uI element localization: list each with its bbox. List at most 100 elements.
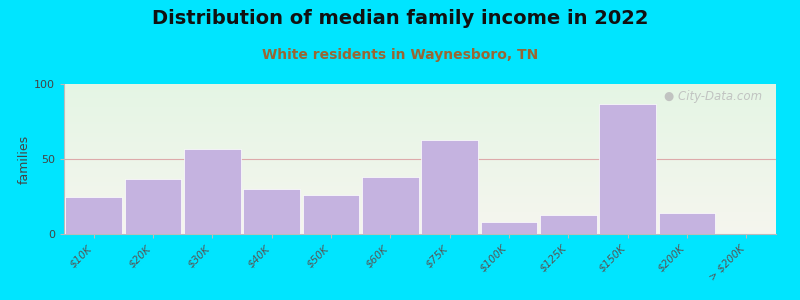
Bar [64, 111, 776, 112]
Bar [64, 172, 776, 173]
Bar [64, 104, 776, 105]
Bar [64, 135, 776, 136]
Bar [64, 138, 776, 139]
Bar [64, 93, 776, 94]
Bar [64, 165, 776, 166]
Bar [64, 114, 776, 115]
Bar [64, 102, 776, 103]
Bar [64, 137, 776, 138]
Bar [64, 215, 776, 216]
Bar [64, 142, 776, 143]
Bar [64, 117, 776, 118]
Bar [64, 141, 776, 142]
Bar [64, 229, 776, 230]
Bar [64, 182, 776, 183]
Bar [64, 233, 776, 234]
Bar [66, 196, 122, 234]
Bar [64, 198, 776, 199]
Bar [64, 177, 776, 178]
Bar [64, 157, 776, 158]
Bar [64, 118, 776, 119]
Bar [64, 159, 776, 160]
Bar [64, 86, 776, 87]
Bar [64, 168, 776, 169]
Bar [64, 158, 776, 159]
Bar [64, 144, 776, 145]
Bar [64, 170, 776, 171]
Bar [64, 100, 776, 101]
Text: ● City-Data.com: ● City-Data.com [664, 90, 762, 103]
Bar [64, 109, 776, 110]
Bar [422, 140, 478, 234]
Bar [64, 113, 776, 114]
Bar [64, 126, 776, 127]
Bar [64, 179, 776, 180]
Bar [64, 222, 776, 223]
Bar [64, 88, 776, 89]
Bar [64, 99, 776, 100]
Bar [64, 214, 776, 215]
Bar [64, 155, 776, 156]
Bar [64, 95, 776, 96]
Bar [540, 214, 597, 234]
Bar [64, 219, 776, 220]
Bar [64, 140, 776, 141]
Bar [64, 209, 776, 210]
Bar [64, 160, 776, 161]
Bar [64, 189, 776, 190]
Bar [125, 178, 181, 234]
Bar [64, 226, 776, 227]
Bar [64, 200, 776, 201]
Bar [64, 87, 776, 88]
Bar [64, 206, 776, 207]
Bar [64, 85, 776, 86]
Bar [64, 89, 776, 90]
Bar [64, 169, 776, 170]
Bar [64, 119, 776, 120]
Bar [64, 217, 776, 218]
Bar [64, 207, 776, 208]
Bar [64, 192, 776, 193]
Bar [481, 222, 537, 234]
Bar [64, 162, 776, 163]
Bar [64, 160, 776, 161]
Bar [64, 210, 776, 211]
Bar [362, 177, 418, 234]
Bar [64, 112, 776, 113]
Bar [64, 174, 776, 175]
Bar [64, 161, 776, 162]
Y-axis label: families: families [18, 134, 31, 184]
Bar [64, 153, 776, 154]
Bar [64, 98, 776, 99]
Bar [64, 110, 776, 111]
Bar [64, 173, 776, 174]
Bar [64, 166, 776, 167]
Bar [64, 122, 776, 123]
Bar [64, 147, 776, 148]
Bar [64, 151, 776, 152]
Bar [64, 224, 776, 225]
Bar [64, 212, 776, 213]
Bar [64, 115, 776, 116]
Text: White residents in Waynesboro, TN: White residents in Waynesboro, TN [262, 48, 538, 62]
Bar [64, 197, 776, 198]
Bar [64, 123, 776, 124]
Bar [64, 178, 776, 179]
Bar [64, 106, 776, 107]
Bar [64, 146, 776, 147]
Bar [64, 148, 776, 149]
Bar [64, 171, 776, 172]
Bar [64, 108, 776, 109]
Bar [64, 84, 776, 85]
Bar [64, 184, 776, 185]
Bar [659, 213, 715, 234]
Bar [64, 221, 776, 222]
Bar [64, 150, 776, 151]
Bar [64, 211, 776, 212]
Bar [64, 208, 776, 209]
Bar [64, 195, 776, 196]
Bar [64, 125, 776, 126]
Bar [64, 120, 776, 121]
Bar [64, 105, 776, 106]
Bar [64, 188, 776, 189]
